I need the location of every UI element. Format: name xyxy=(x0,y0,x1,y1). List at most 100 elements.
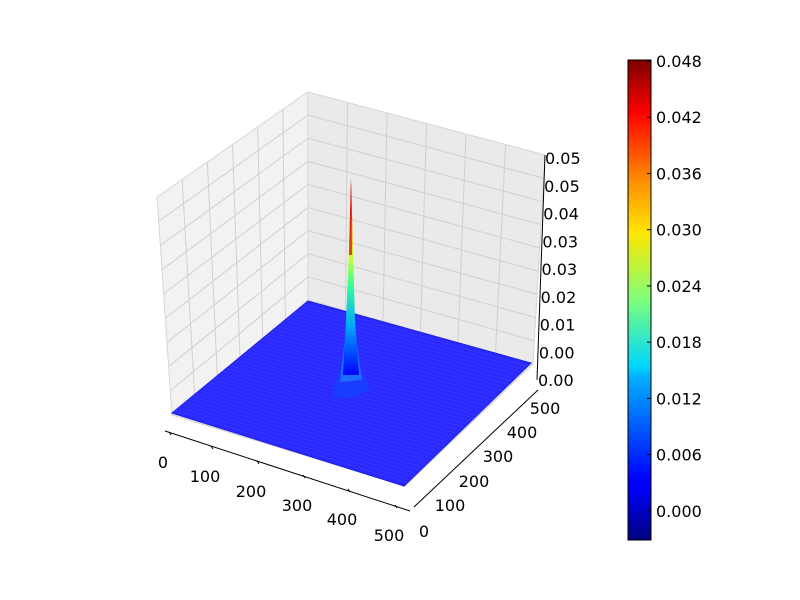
surface-mesh-line xyxy=(297,309,522,373)
z-tick-label: 0.03 xyxy=(542,232,578,251)
x-tick-label: 200 xyxy=(236,482,267,501)
colorbar-tick-label: 0.000 xyxy=(656,502,702,521)
wall-grid-line xyxy=(382,112,388,322)
wall-grid-line xyxy=(307,183,540,249)
surface-mesh-line xyxy=(301,306,525,370)
colorbar-tick-label: 0.024 xyxy=(656,277,702,296)
x-tick-label: 0 xyxy=(158,453,168,472)
surface-mesh-line xyxy=(216,376,446,447)
wall-grid-line xyxy=(257,126,264,339)
surface-spike xyxy=(343,178,359,375)
surface-mesh-line xyxy=(185,401,417,474)
surface-mesh-line xyxy=(267,334,493,401)
x-tick-labels: 0 100 200 300 400 500 xyxy=(158,431,405,545)
colorbar-tick-label: 0.030 xyxy=(656,221,702,240)
wall-grid-line xyxy=(307,137,543,202)
surface-mesh-line xyxy=(287,317,513,382)
wall-grid-line xyxy=(206,161,218,377)
wall-grid-line xyxy=(166,230,309,343)
surface-mesh-line xyxy=(199,390,430,462)
wall-grid-line xyxy=(307,253,536,319)
wall-grid-line xyxy=(495,144,506,354)
surface-mesh-line xyxy=(260,339,487,407)
z-tick-label: 0.00 xyxy=(539,343,575,362)
colorbar-tick-labels: 0.000 0.006 0.012 0.018 0.024 0.030 0.036 0.042… xyxy=(647,52,702,521)
surface-mesh-line xyxy=(192,395,424,468)
x-tick-mark xyxy=(256,460,260,465)
wall-grid-line xyxy=(420,123,427,333)
surface-mesh-line xyxy=(256,342,484,410)
z-tick-label: 0.05 xyxy=(545,149,581,168)
x-tick-mark xyxy=(347,488,351,493)
wall-grid-line xyxy=(307,114,544,179)
surface-mesh-line xyxy=(290,314,516,379)
x-tick-mark xyxy=(210,445,214,450)
z-tick-label: 0.04 xyxy=(543,205,579,224)
colorbar-tick-label: 0.018 xyxy=(656,333,702,352)
surface-mesh-line xyxy=(263,337,490,404)
colorbar-tick-label: 0.012 xyxy=(656,389,702,408)
y-tick-label: 200 xyxy=(459,472,490,491)
x-tick-label: 100 xyxy=(190,467,221,486)
wall-grid-line xyxy=(181,179,196,396)
z-tick-label: 0.05 xyxy=(544,177,580,196)
y-tick-label: 500 xyxy=(530,399,561,418)
surface-mesh-line xyxy=(178,407,411,481)
colorbar-tick-label: 0.048 xyxy=(656,52,702,71)
wall-grid-line xyxy=(158,114,309,222)
surface-mesh-line xyxy=(226,367,455,438)
surface-mesh-line xyxy=(175,409,408,484)
wall-grid-line xyxy=(307,160,542,226)
colorbar: 0.000 0.006 0.012 0.018 0.024 0.030 0.036 0.042… xyxy=(627,52,702,541)
surface-mesh-line xyxy=(222,370,452,441)
x-tick-label: 300 xyxy=(282,496,313,515)
z-tick-labels: 0.00 0.00 0.01 0.02 0.03 0.03 0.04 0.05 0.05 xyxy=(538,149,581,390)
surface-mesh-line xyxy=(280,323,506,388)
z-tick-label: 0.01 xyxy=(540,316,576,335)
wall-grid-line xyxy=(282,109,286,320)
wall-grid-line xyxy=(161,160,309,271)
wall-grid-line xyxy=(232,144,241,358)
wall-grid-line xyxy=(165,207,309,319)
z-tick-label: 0.00 xyxy=(538,371,574,390)
surface-spike-highlight xyxy=(349,180,352,255)
y-tick-label: 0 xyxy=(419,522,429,541)
surface-mesh-line xyxy=(270,331,497,398)
y-tick-label: 100 xyxy=(435,496,466,515)
surface-mesh-line xyxy=(273,328,500,395)
wall-grid-line xyxy=(168,253,309,367)
x-tick-mark xyxy=(168,431,172,436)
surface xyxy=(170,178,532,487)
surface-mesh-line xyxy=(304,303,528,367)
wall-grid-line xyxy=(307,230,538,295)
z-axis-line xyxy=(536,154,546,381)
x-tick-label: 500 xyxy=(374,526,405,545)
surface-mesh-line xyxy=(188,398,420,471)
surface-mesh-line xyxy=(212,379,443,450)
wall-grid-line xyxy=(170,276,309,392)
wall-grid-line xyxy=(457,133,467,343)
surface-mesh-line xyxy=(202,387,433,459)
surface-mesh-line xyxy=(229,365,459,435)
x-tick-label: 400 xyxy=(327,510,358,529)
wall-grid-line xyxy=(160,137,309,246)
surface-mesh-lines xyxy=(175,303,528,484)
surface-mesh-line xyxy=(195,393,427,465)
wall-grid-line xyxy=(163,184,309,295)
wall-grid-line xyxy=(345,102,348,311)
y-axis-line xyxy=(413,389,539,508)
surface-mesh-line xyxy=(182,404,414,478)
y-tick-labels: 0 100 200 300 400 500 xyxy=(419,399,560,541)
surface-mesh-line xyxy=(294,311,519,376)
y-tick-label: 300 xyxy=(483,447,514,466)
surface-mesh-line xyxy=(253,345,481,413)
surface-mesh-line xyxy=(284,320,509,385)
wall-grid-line xyxy=(307,207,539,272)
surface-mesh-line xyxy=(205,384,436,456)
colorbar-tick-label: 0.036 xyxy=(656,164,702,183)
surface-mesh-line xyxy=(219,373,449,444)
colorbar-tick-label: 0.042 xyxy=(656,108,702,127)
surface-mesh-line xyxy=(277,325,503,391)
y-tick-label: 400 xyxy=(507,423,538,442)
